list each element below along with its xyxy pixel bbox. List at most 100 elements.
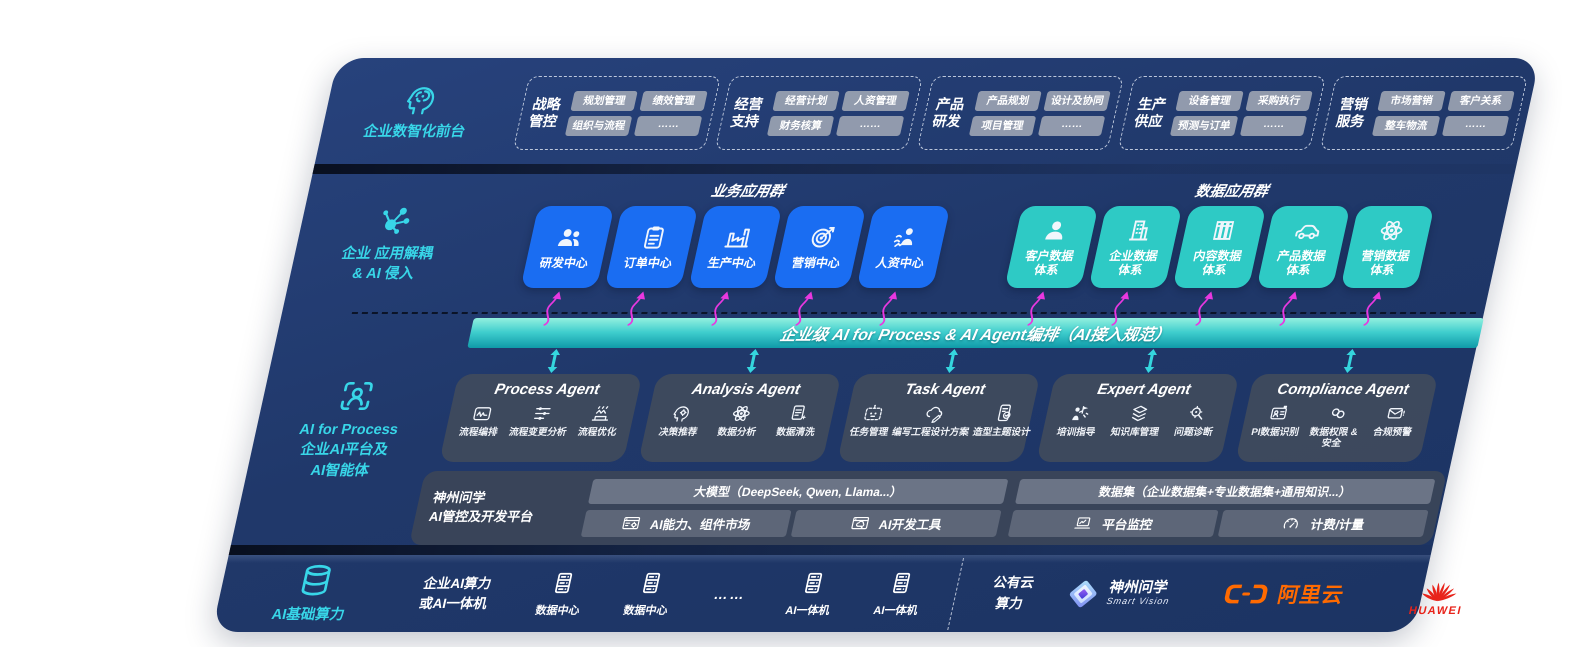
business-group-title: 业务应用群: [709, 184, 786, 200]
head-gear-icon: [669, 403, 695, 424]
application-layer: 企业 应用解耦 & AI 侵入 业务应用群 研发中心: [282, 174, 1514, 312]
smartvision-logo: 神州问学 Smart Vision: [1063, 577, 1202, 611]
molecule-icon: [373, 203, 417, 239]
group-supply: 生产供应 设备管理 采购执行 预测与订单 ……: [1118, 76, 1327, 150]
datacenter-node: 数据中心: [524, 570, 599, 618]
database-icon: [292, 562, 338, 600]
target-icon: [805, 224, 838, 251]
app-box-order-center: 订单中心: [604, 206, 699, 288]
car-icon: [1291, 217, 1324, 244]
pill: 市场营销: [1377, 90, 1446, 111]
infra-label: AI基础算力: [212, 555, 414, 632]
pill: ……: [1037, 115, 1106, 136]
group-product: 产品研发 产品规划 设计及协同 项目管理 ……: [916, 76, 1125, 150]
flow-box-icon: [470, 403, 496, 424]
atom-icon: [728, 403, 754, 424]
gauge-icon: [1280, 514, 1303, 533]
id-card-icon: [1266, 403, 1292, 424]
building-icon: [1123, 217, 1156, 244]
data-box-content: 内容数据体系: [1172, 206, 1267, 288]
dashed-divider: [947, 557, 965, 630]
hr-person-icon: [889, 224, 922, 251]
server-icon: [636, 570, 668, 596]
optimize-icon: [588, 403, 614, 424]
sliders-icon: [529, 403, 555, 424]
aliyun-logo: 阿里云: [1219, 579, 1376, 609]
double-arrow: [543, 349, 563, 373]
mail-alert-icon: [1384, 403, 1410, 424]
pill: ……: [1441, 115, 1510, 136]
ai-orchestration-band: 企业级 AI for Process & AI Agent编排（AI接入规范）: [467, 318, 1484, 348]
server-icon: [886, 570, 918, 596]
platform-label: 神州问学 AI管控及开发平台: [427, 490, 535, 524]
app-box-production-center: 生产中心: [688, 206, 783, 288]
enterprise-compute-label: 企业AI算力 或AI一体机: [417, 575, 493, 611]
double-arrow: [1339, 349, 1359, 373]
app-layer-label: 企业 应用解耦 & AI 侵入: [282, 174, 497, 312]
lock-link-icon: [1325, 403, 1351, 424]
pill: 设备管理: [1175, 90, 1244, 111]
business-app-group: 业务应用群 研发中心 订单中心: [513, 180, 958, 312]
layer-divider: [312, 164, 1517, 174]
front-office-groups: 战略管控 规划管理 绩效管理 组织与流程 …… 经营支持 经营计划 人资管理 财…: [500, 58, 1540, 164]
factory-icon: [721, 224, 754, 251]
model-bar: 大模型（DeepSeek, Qwen, Llama...）: [587, 479, 1009, 504]
huawei-logo: HUAWEI: [1391, 570, 1487, 617]
data-box-product: 产品数据体系: [1256, 206, 1351, 288]
dataset-column: 数据集（企业数据集+专业数据集+通用知识...） 平台监控 计费/计量: [1007, 479, 1436, 537]
expert-agent-card: Expert Agent 培训指导 知识库管理: [1036, 374, 1240, 462]
pill: 采购执行: [1245, 90, 1314, 111]
books-icon: [1207, 217, 1240, 244]
people-icon: [553, 224, 586, 251]
server-icon: [798, 570, 830, 596]
pill: 设计及协同: [1043, 90, 1112, 111]
double-arrow: [742, 349, 762, 373]
laptop-chart-icon: [1072, 514, 1095, 533]
ai-dev-platform: 神州问学 AI管控及开发平台 大模型（DeepSeek, Qwen, Llama…: [408, 471, 1448, 545]
task-agent-card: Task Agent 任务管理 编写工程设计方案: [837, 374, 1041, 462]
pill: 产品规划: [974, 90, 1042, 111]
front-office-layer: 企业数智化前台 战略管控 规划管理 绩效管理 组织与流程 …… 经营支持 经营计…: [315, 58, 1540, 164]
cloud-pen-icon: [922, 403, 948, 424]
data-app-group: 数据应用群 客户数据体系 企业数据体系: [997, 180, 1442, 312]
huawei-flower-icon: [1415, 570, 1466, 603]
data-box-customer: 客户数据体系: [1004, 206, 1099, 288]
front-office-title: 企业数智化前台: [361, 123, 467, 140]
model-column: 大模型（DeepSeek, Qwen, Llama...） AI能力、组件市场 …: [580, 479, 1009, 537]
pill: ……: [634, 115, 703, 136]
atom-icon: [1375, 217, 1408, 244]
architecture-panel: 企业数智化前台 战略管控 规划管理 绩效管理 组织与流程 …… 经营支持 经营计…: [211, 58, 1541, 632]
diagnose-icon: [1185, 403, 1211, 424]
ai-platform-layer: AI for Process 企业AI平台及 AI智能体 企业级 AI for …: [231, 312, 1484, 545]
person-icon: [1039, 217, 1072, 244]
window-gear-icon: [620, 514, 643, 533]
pill: 财务核算: [766, 115, 835, 136]
app-box-rnd-center: 研发中心: [520, 206, 615, 288]
app-box-marketing-center: 营销中心: [772, 206, 867, 288]
smartvision-diamond-icon: [1063, 577, 1104, 611]
group-strategy: 战略管控 规划管理 绩效管理 组织与流程 ……: [512, 76, 721, 150]
pill: 整车物流: [1372, 115, 1440, 136]
billing-cell: 计费/计量: [1217, 510, 1429, 537]
ellipsis: ……: [712, 585, 749, 602]
document-sparkle-icon: [787, 403, 813, 424]
window-cloud-icon: [848, 514, 871, 533]
boundary-dashed-line: [351, 312, 1477, 314]
tablet-check-icon: [993, 403, 1019, 424]
double-arrow: [941, 349, 961, 373]
ai-appliance-node: AI一体机: [862, 570, 937, 618]
clipboard-icon: [637, 224, 670, 251]
group-operation: 经营支持 经营计划 人资管理 财务核算 ……: [714, 76, 923, 150]
robot-icon: [860, 403, 886, 424]
pill: 客户关系: [1447, 90, 1515, 111]
app-box-hr-center: 人资中心: [856, 206, 951, 288]
pill: 预测与订单: [1170, 115, 1239, 136]
datacenter-node: 数据中心: [612, 570, 687, 618]
public-cloud-label: 公有云 算力: [991, 575, 1036, 611]
data-group-title: 数据应用群: [1193, 184, 1270, 200]
pill: 组织与流程: [565, 115, 633, 136]
brain-icon: [400, 81, 444, 117]
analysis-agent-card: Analysis Agent 决策推荐 数据分析: [638, 374, 842, 462]
pill: 规划管理: [570, 90, 639, 111]
